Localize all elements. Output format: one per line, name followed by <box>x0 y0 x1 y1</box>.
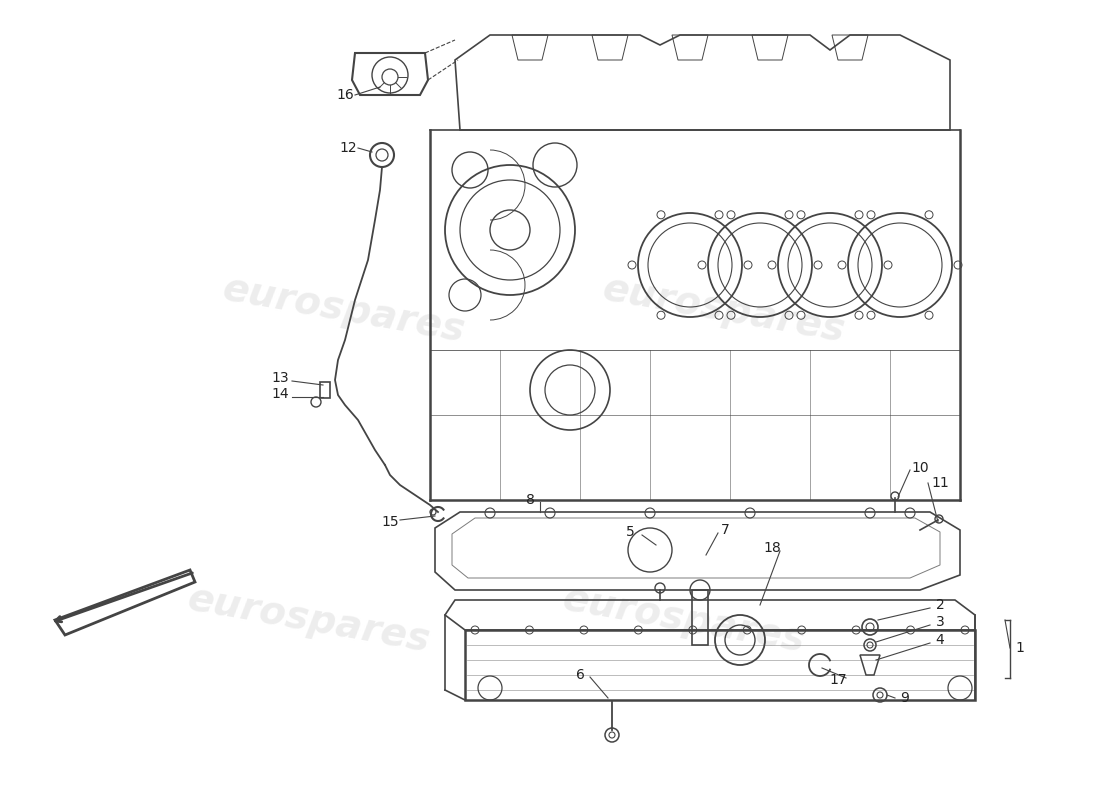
Text: 14: 14 <box>272 387 289 401</box>
Text: 10: 10 <box>911 461 928 475</box>
Text: 13: 13 <box>272 371 289 385</box>
Text: 12: 12 <box>339 141 356 155</box>
Text: 2: 2 <box>936 598 945 612</box>
Text: eurospares: eurospares <box>220 270 469 350</box>
Text: 3: 3 <box>936 615 945 629</box>
Text: 4: 4 <box>936 633 945 647</box>
Text: 15: 15 <box>382 515 399 529</box>
Text: 7: 7 <box>720 523 729 537</box>
Text: 17: 17 <box>829 673 847 687</box>
Text: 16: 16 <box>337 88 354 102</box>
Text: 8: 8 <box>526 493 535 507</box>
Text: 6: 6 <box>575 668 584 682</box>
Text: 1: 1 <box>1015 641 1024 655</box>
Text: eurospares: eurospares <box>185 580 433 660</box>
Text: 5: 5 <box>626 525 635 539</box>
Text: eurospares: eurospares <box>600 270 848 350</box>
Text: 11: 11 <box>931 476 949 490</box>
Text: eurospares: eurospares <box>560 580 808 660</box>
Text: 9: 9 <box>901 691 910 705</box>
Text: 18: 18 <box>763 541 781 555</box>
